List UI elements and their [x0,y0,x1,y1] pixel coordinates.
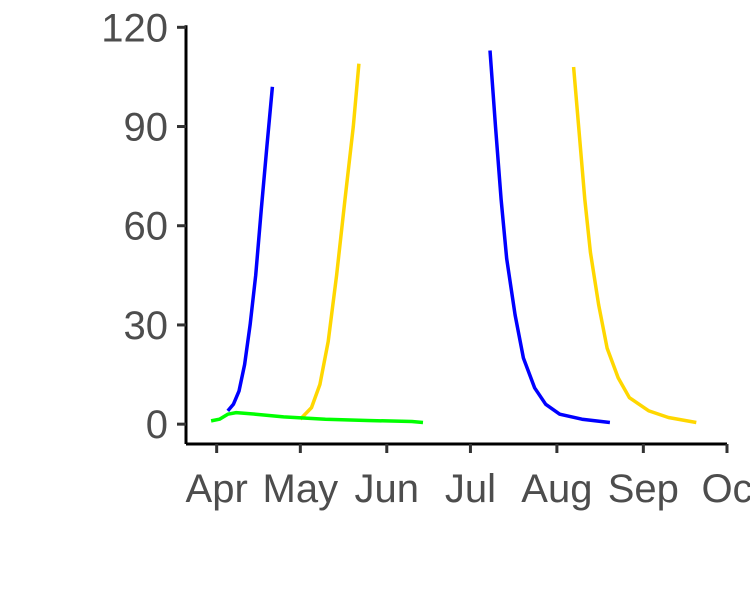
series-lines [210,50,697,425]
y-tick-label: 90 [124,106,169,150]
x-tick-label: Jul [445,467,496,511]
series-line-4 [488,50,611,425]
y-tick-label: 30 [124,304,169,348]
series-line-3 [210,410,424,425]
y-axis: 0 30 60 90 120 [101,6,186,447]
x-tick-label: Oc [701,467,750,511]
y-tick-label: 0 [146,403,168,447]
x-tick-label: May [263,467,339,511]
y-tick-label: 60 [124,205,169,249]
series-line-1 [226,86,275,413]
x-tick-label: Sep [608,467,679,511]
x-tick-label: Aug [521,467,592,511]
x-tick-label: Jun [355,467,420,511]
series-line-5 [571,66,697,425]
x-tick-label: Apr [186,467,248,511]
series-line-2 [299,63,361,421]
y-tick-label: 120 [101,6,168,50]
x-axis: Apr May Jun Jul Aug Sep Oc [186,444,750,511]
